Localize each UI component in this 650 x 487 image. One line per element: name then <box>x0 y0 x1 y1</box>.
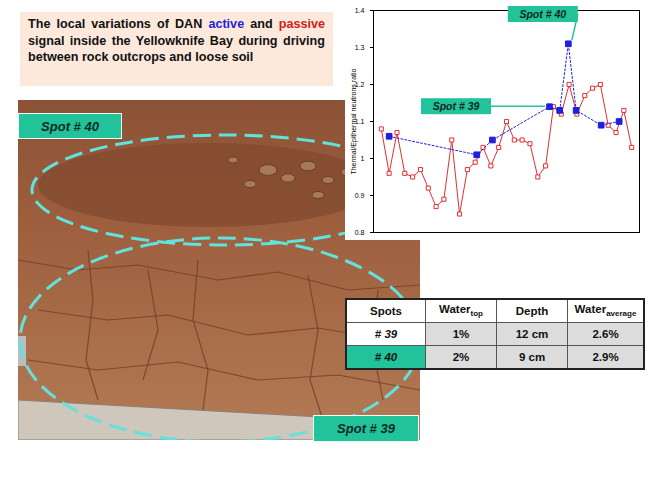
svg-text:1: 1 <box>361 155 365 162</box>
html-text:# 39: # 39 <box>374 328 398 340</box>
html-text:Spots: Spots <box>370 305 402 317</box>
html-text:1%: 1% <box>452 328 470 340</box>
html-text:The local variations of DAN ac: The local variations of DAN active and p… <box>28 17 325 31</box>
svg-text:1.4: 1.4 <box>355 7 365 14</box>
html-text:signal inside the Yellowknife: signal inside the Yellowknife Bay during… <box>28 33 325 64</box>
html-text:Depth: Depth <box>515 305 549 317</box>
svg-text:0.8: 0.8 <box>355 229 365 236</box>
svg-text:Spot # 39: Spot # 39 <box>433 100 480 112</box>
html-text:2.6%: 2.6% <box>592 328 619 340</box>
html-text:Wateraverage: Wateraverage <box>574 303 637 319</box>
html-text:# 40: # 40 <box>374 351 398 363</box>
svg-text:Spot # 40: Spot # 40 <box>519 8 566 20</box>
html-text:9 cm: 9 cm <box>518 351 546 363</box>
svg-text:0.9: 0.9 <box>355 192 365 199</box>
html-text:Spot # 39: Spot # 39 <box>337 421 395 436</box>
html-text:Watertop: Watertop <box>439 303 483 319</box>
html-text:Spot # 40: Spot # 40 <box>41 118 99 134</box>
svg-text:Thermal/Epithermal neutrons ra: Thermal/Epithermal neutrons ratio <box>350 68 358 174</box>
svg-text:1.2: 1.2 <box>354 80 365 88</box>
html-text:2%: 2% <box>452 351 470 363</box>
html-text:12 cm: 12 cm <box>515 328 549 340</box>
svg-text:1.1: 1.1 <box>354 117 365 125</box>
svg-text:1.3: 1.3 <box>355 44 365 51</box>
html-text:2.9%: 2.9% <box>592 351 619 363</box>
